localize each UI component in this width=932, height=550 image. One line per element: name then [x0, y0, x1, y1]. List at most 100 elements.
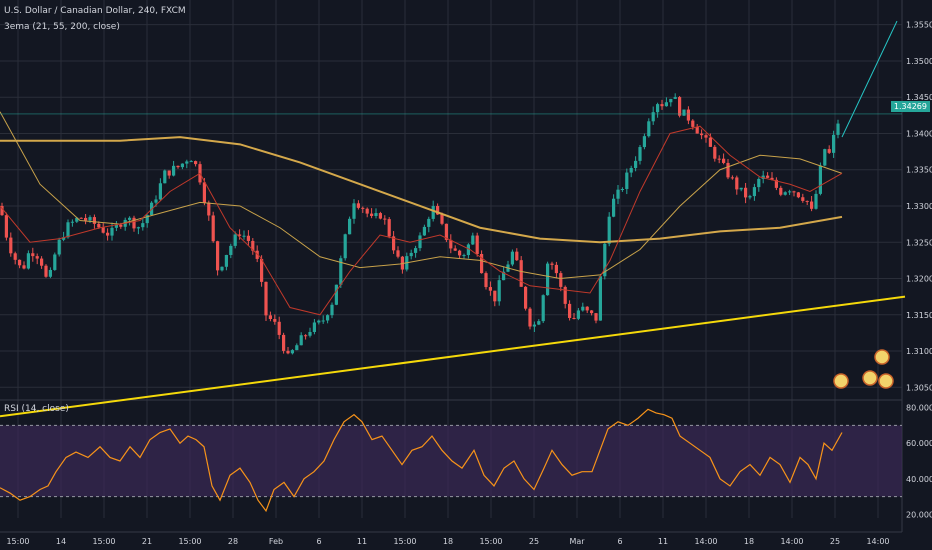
candle-body	[493, 290, 497, 302]
candle-body	[708, 137, 712, 147]
candle-body	[224, 254, 228, 267]
candle-body	[836, 123, 840, 135]
candle-body	[422, 226, 426, 236]
price-tick-label: 1.31500	[906, 311, 932, 320]
candle-body	[480, 253, 484, 274]
candle-body	[669, 98, 673, 103]
candle-body	[651, 112, 655, 122]
candle-body	[757, 178, 761, 188]
candle-body	[264, 281, 268, 316]
candle-body	[612, 198, 616, 217]
candle-body	[163, 170, 167, 184]
candle-body	[18, 259, 22, 266]
candle-body	[176, 165, 180, 168]
candle-body	[810, 201, 814, 209]
candle-body	[207, 202, 211, 216]
candle-body	[57, 239, 61, 255]
candle-body	[396, 250, 400, 257]
support-trendline	[0, 295, 906, 418]
candle-body	[801, 197, 805, 201]
candle-body	[233, 234, 237, 246]
candle-body	[0, 205, 4, 216]
candle-body	[717, 158, 721, 160]
candle-body	[242, 235, 246, 237]
time-axis[interactable]: 15:00 14 15:00 21 15:00 28 Feb 6 11 15:00 18 15:00 2…	[6, 537, 889, 546]
candle-body	[449, 239, 453, 249]
candle-body	[312, 322, 316, 332]
candle-body	[568, 303, 572, 318]
time-tick-label: 14:00	[780, 537, 803, 546]
candle-body	[352, 203, 356, 219]
candle-body	[326, 315, 330, 321]
time-tick-label: 15:00	[479, 537, 502, 546]
candle-body	[110, 227, 114, 236]
candle-body	[132, 217, 136, 229]
candle-body	[603, 243, 607, 277]
ema-legend[interactable]: 3ema (21, 55, 200, close)	[4, 22, 120, 32]
time-tick-label: 15:00	[6, 537, 29, 546]
candle-body	[656, 104, 660, 113]
candle-body	[216, 241, 220, 271]
candle-body	[678, 97, 682, 116]
time-tick-label: 28	[228, 537, 238, 546]
candle-body	[559, 273, 563, 287]
candle-body	[392, 236, 396, 251]
price-tick-label: 1.32500	[906, 238, 932, 247]
price-tick-label: 1.34000	[906, 129, 932, 138]
candle-body	[766, 175, 770, 178]
candle-body	[418, 235, 422, 249]
candle-body	[185, 161, 189, 164]
candle-body	[141, 223, 145, 228]
time-tick-label: 18	[744, 537, 754, 546]
candle-body	[774, 179, 778, 188]
price-tick-label: 1.33500	[906, 166, 932, 175]
rsi-legend[interactable]: RSI (14, close)	[4, 404, 69, 414]
candle-body	[194, 161, 198, 165]
time-tick-label: Mar	[569, 537, 585, 546]
candle-body	[673, 97, 677, 99]
candle-body	[625, 172, 629, 190]
candle-body	[484, 273, 488, 288]
price-tick-label: 1.30500	[906, 383, 932, 392]
symbol-title[interactable]: U.S. Dollar / Canadian Dollar, 240, FXCM	[4, 6, 186, 16]
candle-body	[339, 258, 343, 285]
candles	[0, 93, 840, 355]
time-tick-label: 25	[529, 537, 539, 546]
candle-body	[722, 158, 726, 163]
price-tick-label: 1.34500	[906, 93, 932, 102]
candle-body	[378, 213, 382, 219]
candle-body	[695, 126, 699, 134]
candle-body	[581, 306, 585, 311]
time-tick-label: 18	[443, 537, 453, 546]
event-marker-icon	[833, 373, 849, 389]
candle-body	[620, 189, 624, 191]
candle-body	[84, 217, 88, 221]
candle-body	[585, 306, 589, 311]
candle-body	[510, 251, 514, 265]
candle-body	[66, 222, 70, 238]
candle-body	[616, 189, 620, 199]
candle-body	[22, 265, 26, 269]
candle-body	[202, 182, 206, 203]
candle-body	[466, 244, 470, 256]
candle-body	[255, 250, 259, 259]
ema-21-line	[0, 125, 843, 316]
price-tick-label: 1.35000	[906, 57, 932, 66]
rsi-tick-label: 40.0000	[906, 475, 932, 484]
candle-body	[537, 321, 541, 325]
candle-body	[629, 167, 633, 173]
candle-body	[361, 207, 365, 209]
candle-body	[471, 235, 475, 245]
candle-body	[634, 160, 638, 168]
candle-body	[682, 109, 686, 116]
candle-body	[106, 232, 110, 236]
candle-body	[62, 237, 66, 240]
time-tick-label: 25	[830, 537, 840, 546]
candle-body	[119, 224, 123, 227]
price-axis[interactable]: 1.35500 1.35000 1.34500 1.34000 1.33500 1.330…	[906, 21, 932, 520]
candle-body	[788, 191, 792, 193]
time-tick-label: 11	[357, 537, 367, 546]
event-marker-icon	[862, 370, 878, 386]
candle-body	[590, 310, 594, 314]
